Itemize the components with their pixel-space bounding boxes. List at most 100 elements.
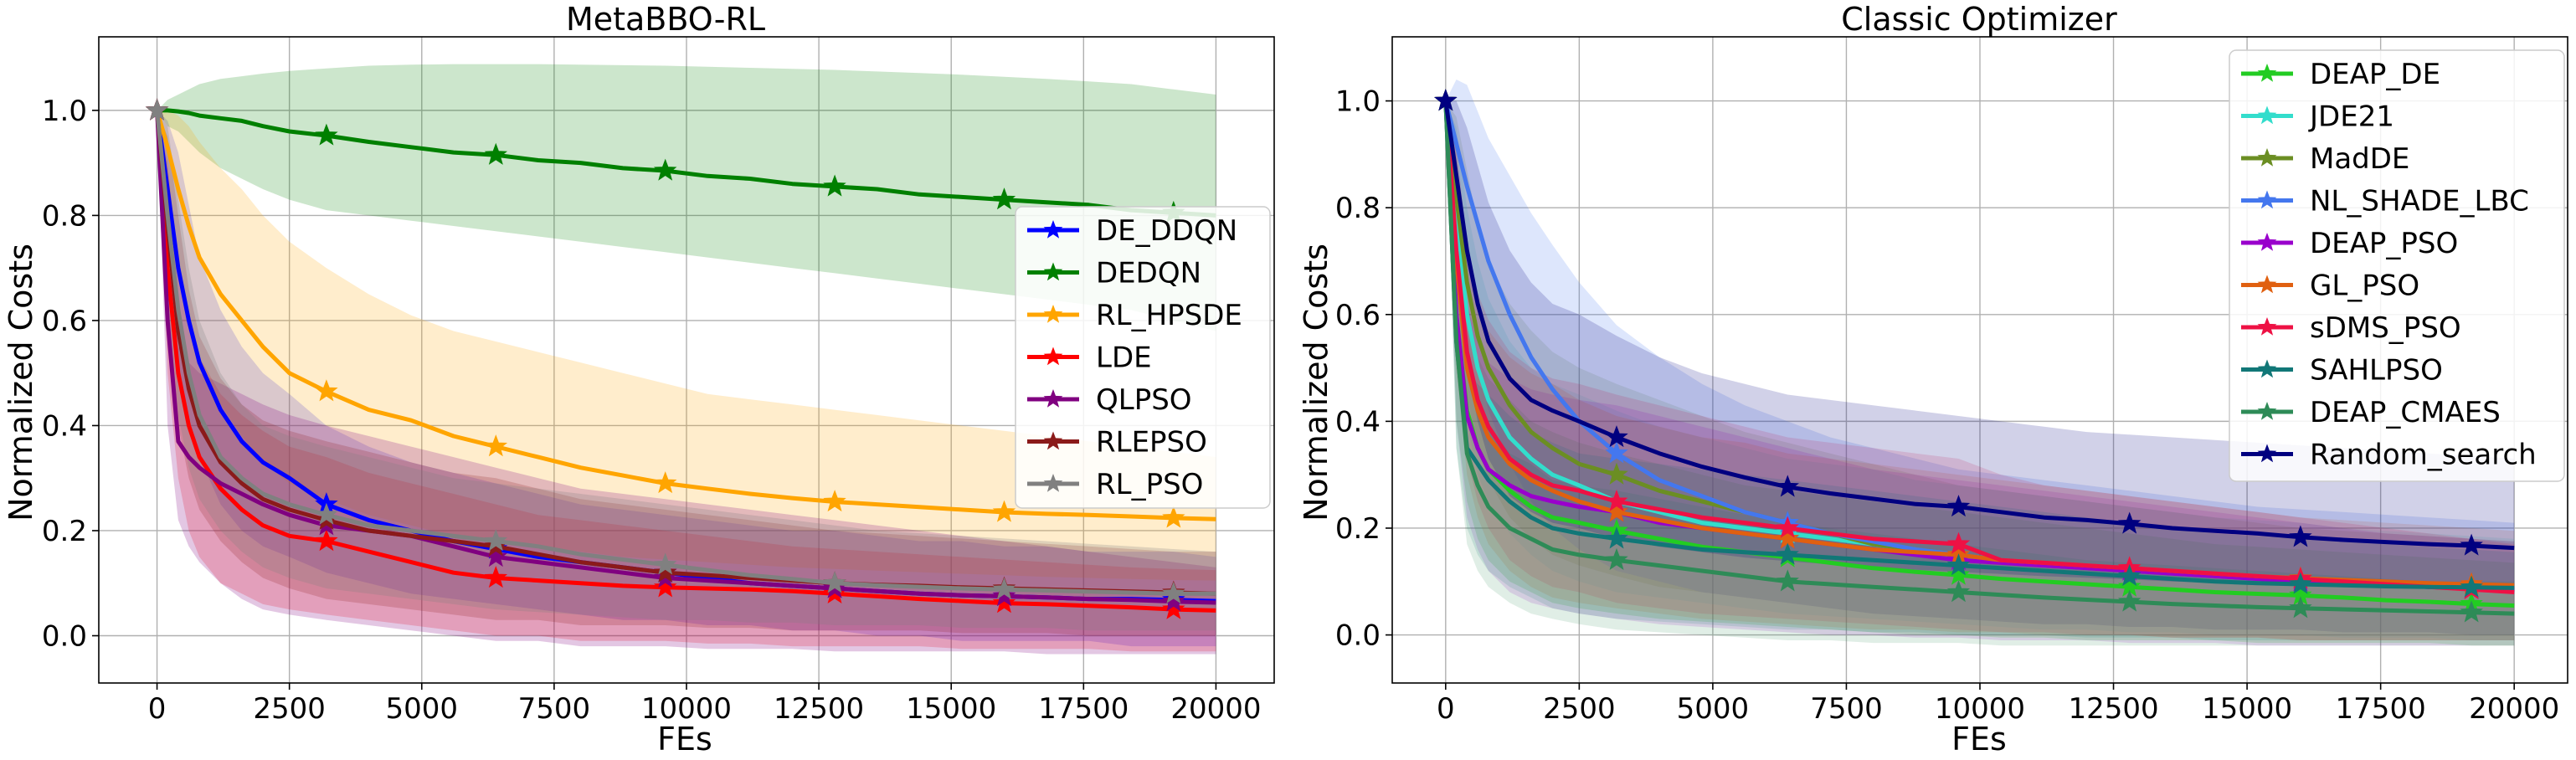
marker-lde	[992, 591, 1016, 614]
y-tick-label: 0.4	[42, 409, 87, 443]
series-lines	[1434, 89, 2515, 623]
marker-sahlpso	[2289, 572, 2312, 594]
band-rl-hpsde	[157, 110, 1216, 581]
x-tick-label: 12500	[2068, 692, 2158, 726]
marker-sahlpso	[1605, 526, 1628, 549]
band-de-ddqn	[157, 110, 1216, 647]
marker-lde	[1162, 597, 1185, 619]
x-tick-label: 12500	[774, 692, 864, 726]
legend-item-de-ddqn: DE_DDQN	[1027, 214, 1237, 248]
legend: DEAP_DE JDE21 MadDE NL_SHADE_LBC DEAP_PSO GL_…	[2229, 49, 2565, 482]
x-tick-label: 5000	[1677, 692, 1750, 726]
y-axis-label: Normalized Costs	[3, 244, 39, 521]
legend-item-madde: MadDE	[2241, 142, 2409, 176]
legend-label: Random_search	[2310, 439, 2537, 472]
marker-rl-hpsde	[992, 500, 1016, 522]
legend-marker	[2257, 359, 2277, 378]
legend-item-deap-de: DEAP_DE	[2241, 58, 2440, 91]
legend-label: MadDE	[2310, 142, 2409, 176]
legend-item-sahlpso: SAHLPSO	[2241, 354, 2443, 388]
y-tick-label: 0.0	[1335, 619, 1381, 653]
legend-label: DEAP_PSO	[2310, 227, 2458, 260]
legend-label: QLPSO	[1096, 383, 1192, 417]
y-tick-label: 0.2	[42, 515, 87, 548]
marker-random-search	[1434, 89, 1458, 111]
legend-item-deap-cmaes: DEAP_CMAES	[2241, 396, 2501, 429]
marker-sdms-pso	[1776, 516, 1799, 538]
band-deap-cmaes	[1445, 100, 2515, 646]
chart-title: Classic Optimizer	[1841, 1, 2117, 38]
marker-rl-hpsde	[823, 490, 846, 512]
y-tick-label: 0.4	[1335, 405, 1381, 439]
marker-madde	[1605, 462, 1628, 485]
marker-dedqn	[315, 123, 338, 146]
x-tick-label: 17500	[2336, 692, 2426, 726]
legend-item-dedqn: DEDQN	[1027, 257, 1201, 290]
y-axis-label: Normalized Costs	[1298, 244, 1334, 521]
chart-metabbo-rl: MetaBBO-RL FEs Normalized Costs 0 2500 500…	[3, 1, 1275, 757]
legend-marker	[2257, 402, 2277, 420]
y-tick-label: 0.2	[1335, 512, 1381, 546]
legend-label: NL_SHADE_LBC	[2310, 185, 2529, 218]
legend-marker	[2257, 275, 2277, 294]
marker-sahlpso	[1776, 542, 1799, 565]
marker-dedqn	[823, 174, 846, 197]
marker-rl-pso	[1162, 581, 1185, 603]
legend-marker	[2257, 148, 2277, 167]
x-tick-label: 10000	[641, 692, 732, 726]
legend-item-lde: LDE	[1027, 341, 1152, 375]
marker-random-search	[1776, 475, 1799, 497]
marker-qlpso	[992, 583, 1016, 607]
legend-item-jde21: JDE21	[2241, 100, 2394, 134]
marker-dedqn	[653, 158, 677, 181]
marker-deap-cmaes	[2117, 589, 2142, 612]
x-tick-label: 5000	[386, 692, 459, 726]
legend-item-rl-hpsde: RL_HPSDE	[1027, 299, 1242, 332]
legend-marker	[1043, 431, 1063, 450]
legend-marker	[2257, 64, 2277, 82]
legend-marker	[1043, 474, 1063, 492]
legend-item-qlpso: QLPSO	[1027, 383, 1192, 417]
marker-rl-hpsde	[315, 379, 338, 402]
marker-qlpso	[1162, 589, 1185, 612]
x-tick-label: 0	[1437, 692, 1455, 726]
confidence-bands	[157, 64, 1216, 655]
x-axis-label: FEs	[657, 721, 712, 757]
y-tick-label: 0.0	[42, 620, 87, 654]
marker-deap-cmaes	[2460, 600, 2483, 623]
legend-item-deap-pso: DEAP_PSO	[2241, 227, 2458, 260]
marker-sdms-pso	[1605, 489, 1628, 511]
marker-deap-cmaes	[1605, 547, 1628, 570]
legend-label: JDE21	[2308, 100, 2394, 134]
legend-label: DE_DDQN	[1096, 214, 1237, 248]
legend-marker	[1043, 262, 1063, 281]
marker-deap-cmaes	[1946, 580, 1971, 603]
ticks: 0 2500 5000 7500 10000 12500 15000 17500 20000 0.…	[1335, 85, 2559, 726]
marker-rl-pso	[315, 502, 338, 525]
y-tick-label: 0.6	[1335, 299, 1381, 332]
legend-label: DEDQN	[1096, 257, 1201, 290]
band-qlpso	[157, 110, 1216, 655]
band-lde	[157, 110, 1216, 652]
legend-item-gl-pso: GL_PSO	[2241, 270, 2419, 303]
marker-nl-shade-lbc	[1605, 441, 1628, 464]
band-rl-pso	[157, 110, 1216, 631]
legend-marker	[2257, 105, 2277, 125]
marker-random-search	[2117, 511, 2142, 534]
legend-item-sdms-pso: sDMS_PSO	[2241, 311, 2461, 345]
legend-box	[2229, 49, 2565, 482]
x-tick-label: 7500	[518, 692, 591, 726]
legend-label: RLEPSO	[1096, 426, 1207, 460]
marker-rl-pso	[484, 529, 508, 552]
marker-deap-de	[1946, 562, 1971, 585]
marker-dedqn	[992, 187, 1016, 210]
legend-marker	[2257, 317, 2277, 336]
marker-qlpso	[484, 544, 508, 567]
band-rlepso	[157, 110, 1216, 636]
x-tick-label: 15000	[906, 692, 996, 726]
legend-item-rl-pso: RL_PSO	[1027, 468, 1203, 501]
chart-classic-optimizer: Classic Optimizer FEs Normalized Costs 0…	[1298, 1, 2568, 757]
marker-sahlpso	[2460, 575, 2483, 598]
legend-marker	[1043, 389, 1063, 408]
marker-gl-pso	[1605, 500, 1628, 522]
